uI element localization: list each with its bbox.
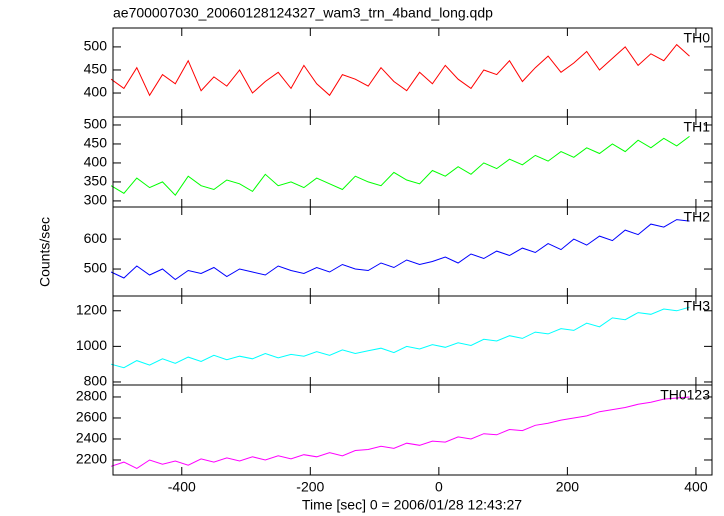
y-tick-label: 2600 <box>76 409 107 425</box>
panel-frame <box>112 27 713 118</box>
y-tick-label: 350 <box>84 173 108 189</box>
y-tick-label: 500 <box>84 116 108 132</box>
data-line <box>110 306 690 369</box>
y-tick-label: 400 <box>84 84 108 100</box>
y-tick-label: 450 <box>84 135 108 151</box>
y-tick-label: 2800 <box>76 388 107 404</box>
y-tick-label: 1000 <box>76 337 107 353</box>
y-tick-label: 1200 <box>76 301 107 317</box>
panel-frame <box>112 206 713 297</box>
panel-label: TH1 <box>684 119 711 135</box>
y-tick-label: 400 <box>84 154 108 170</box>
data-line <box>110 135 690 196</box>
y-tick-label: 2400 <box>76 430 107 446</box>
y-tick-label: 500 <box>84 38 108 54</box>
x-tick-label: 200 <box>556 479 580 495</box>
chart-title: ae700007030_20060128124327_wam3_trn_4ban… <box>113 5 493 21</box>
panel-label: TH0 <box>684 30 711 46</box>
panel-frame <box>112 295 713 386</box>
y-tick-label: 300 <box>84 192 108 208</box>
x-axis-label: Time [sec] 0 = 2006/01/28 12:43:27 <box>302 497 522 513</box>
x-tick-label: -200 <box>296 479 324 495</box>
data-line <box>110 219 690 281</box>
panel-label: TH2 <box>684 209 711 225</box>
panel-frame <box>112 384 713 476</box>
y-tick-label: 2200 <box>76 451 107 467</box>
data-line <box>110 396 690 469</box>
panel-label: TH3 <box>684 298 711 314</box>
y-tick-label: 450 <box>84 61 108 77</box>
panel-frame <box>112 116 713 208</box>
data-line <box>110 43 690 97</box>
y-tick-label: 800 <box>84 373 108 389</box>
x-tick-label: -400 <box>168 479 196 495</box>
x-tick-label: 400 <box>684 479 708 495</box>
y-tick-label: 600 <box>84 230 108 246</box>
y-tick-label: 500 <box>84 260 108 276</box>
y-axis-label: Counts/sec <box>37 217 53 287</box>
x-tick-label: 0 <box>435 479 443 495</box>
panel-label: TH0123 <box>660 387 710 403</box>
